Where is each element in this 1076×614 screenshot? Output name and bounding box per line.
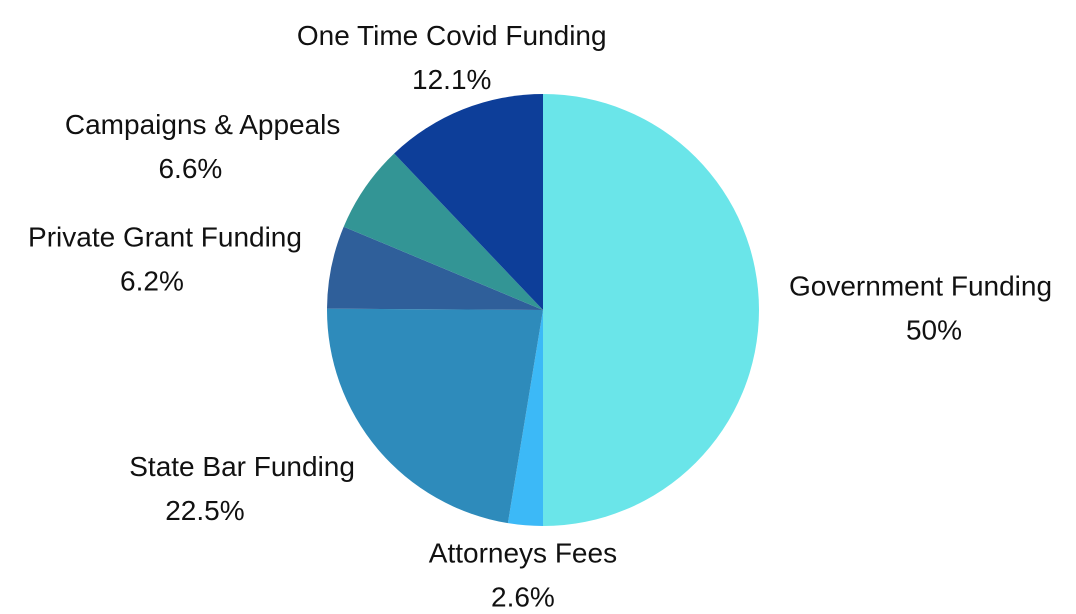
- slice-value-label: 6.2%: [120, 265, 184, 296]
- pie-slice: [394, 94, 543, 310]
- slice-value-label: 12.1%: [412, 64, 491, 95]
- pie-slice: [343, 153, 543, 310]
- slice-value-label: 6.6%: [158, 153, 222, 184]
- pie-slice: [327, 308, 543, 524]
- slice-value-label: 22.5%: [165, 495, 244, 526]
- slice-value-label: 2.6%: [491, 582, 555, 613]
- slice-value-label: 50%: [906, 314, 962, 345]
- slice-label: One Time Covid Funding: [297, 20, 607, 51]
- slice-label: Government Funding: [789, 270, 1052, 301]
- slice-label: Private Grant Funding: [28, 221, 302, 252]
- pie-slice: [543, 94, 759, 526]
- pie-slice: [327, 226, 543, 310]
- slice-label: Attorneys Fees: [429, 538, 617, 569]
- slice-label: State Bar Funding: [129, 451, 355, 482]
- slice-label: Campaigns & Appeals: [65, 109, 341, 140]
- pie-slice: [507, 310, 543, 526]
